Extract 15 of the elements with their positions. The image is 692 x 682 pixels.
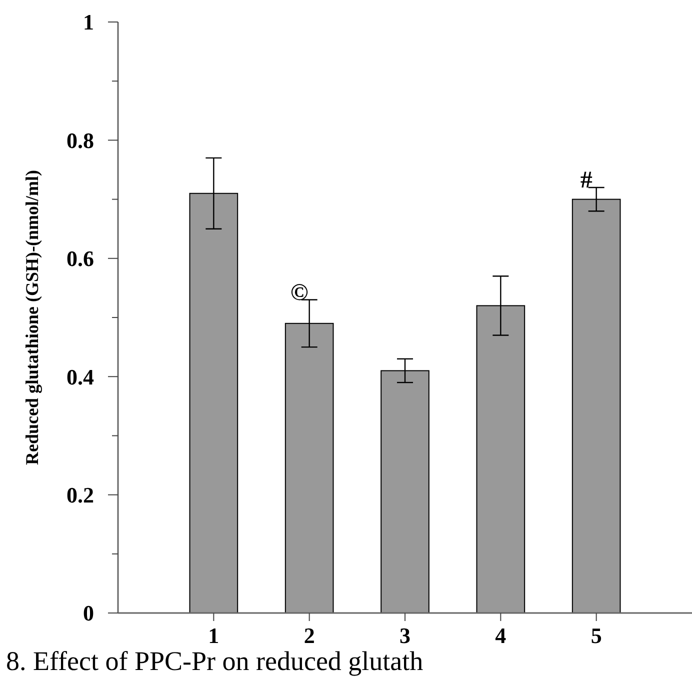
y-tick-label: 0 <box>83 600 94 626</box>
y-tick-label: 0.8 <box>66 128 94 153</box>
text: 8. Effect of PPC-Pr on reduced glutath <box>6 646 424 676</box>
annotation: © <box>290 280 308 306</box>
x-tick-label: 4 <box>495 623 506 648</box>
y-tick-label: 1 <box>83 10 94 35</box>
x-tick-label: 5 <box>590 623 602 648</box>
x-tick-label: 1 <box>208 623 220 648</box>
x-tick-label: 3 <box>400 623 410 648</box>
y-tick-label: 0.4 <box>66 364 94 390</box>
x-tick-label: 2 <box>304 623 315 648</box>
y-axis-title: Reduced glutathione (GSH)-(nmol/ml) <box>22 170 42 465</box>
y-tick-label: 0.2 <box>66 482 94 508</box>
y-tick-label: 0.6 <box>66 246 94 272</box>
annotation: # <box>580 167 592 194</box>
